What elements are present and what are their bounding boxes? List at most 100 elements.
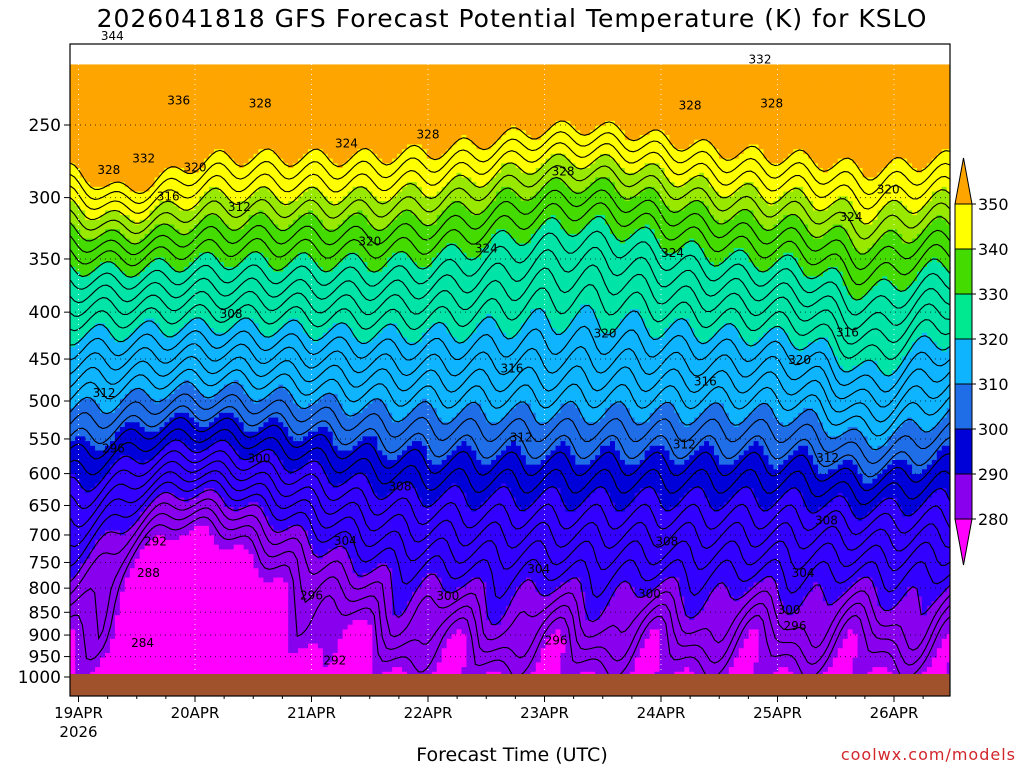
band-cell [95,558,101,565]
band-cell [75,304,82,311]
band-cell [159,290,166,297]
band-cell [139,671,146,674]
band-cell [105,328,111,334]
band-cell [114,168,121,174]
band-cell [85,92,91,99]
band-cell [174,450,181,457]
band-cell [90,116,96,122]
band-cell [129,243,136,250]
band-cell [95,323,101,330]
band-cell [70,610,77,617]
band-cell [149,398,156,405]
band-cell [75,398,82,405]
band-cell [149,87,156,94]
band-cell [119,412,126,419]
band-cell [85,144,91,151]
band-cell [159,394,166,400]
band-cell [159,412,166,419]
band-cell [85,342,91,348]
band-cell [134,398,141,405]
band-cell [75,252,82,259]
band-cell [134,558,141,565]
band-cell [70,172,77,179]
band-cell [119,172,126,179]
band-cell [129,398,136,405]
band-cell [124,97,131,104]
band-cell [129,163,136,170]
band-cell [134,605,141,612]
band-cell [95,441,101,447]
band-cell [119,262,126,268]
band-cell [149,389,156,396]
band-cell [164,120,171,127]
band-cell [109,304,116,311]
band-cell [144,295,151,301]
band-cell [144,210,151,217]
band-cell [139,648,146,654]
band-cell [119,662,126,669]
band-cell [105,554,111,560]
band-cell [179,351,186,358]
band-cell [105,163,111,170]
band-cell [90,563,96,570]
band-cell [100,521,106,527]
band-cell [114,139,121,146]
band-cell [174,539,181,546]
band-cell [105,238,111,245]
band-cell [174,210,181,217]
band-cell [164,215,171,221]
band-cell [169,502,176,509]
band-cell [109,266,116,273]
band-cell [154,125,161,132]
band-cell [154,313,161,320]
band-cell [149,379,156,386]
band-cell [159,205,166,212]
band-cell [114,309,121,315]
band-cell [164,337,171,344]
band-cell [109,671,116,674]
band-cell [114,200,121,207]
band-cell [70,539,77,546]
band-cell [154,87,161,94]
band-cell [134,328,141,334]
band-cell [85,634,91,640]
band-cell [149,375,156,381]
band-cell [174,87,181,94]
band-cell [174,130,181,137]
band-cell [95,281,101,287]
band-cell [95,638,101,645]
band-cell [169,205,176,212]
band-cell [154,441,161,447]
band-cell [174,469,181,476]
band-cell [85,233,91,240]
band-cell [85,436,91,443]
band-cell [144,356,151,363]
band-cell [100,83,106,89]
band-cell [119,638,126,645]
band-cell [114,464,121,471]
band-cell [124,295,131,301]
band-cell [154,671,161,674]
band-cell [109,398,116,405]
band-cell [80,200,86,207]
band-cell [109,196,116,202]
band-cell [70,483,77,490]
band-cell [105,224,111,231]
band-cell [95,601,101,607]
band-cell [134,375,141,381]
band-cell [80,667,86,673]
band-cell [149,120,156,127]
band-cell [129,577,136,584]
band-cell [114,361,121,367]
band-cell [80,488,86,494]
band-cell [90,516,96,523]
band-cell [159,507,166,513]
band-cell [144,450,151,457]
band-cell [139,139,146,146]
band-cell [80,120,86,127]
band-cell [109,130,116,137]
band-cell [75,153,82,160]
band-cell [134,102,141,108]
band-cell [105,332,111,339]
band-cell [169,248,176,254]
